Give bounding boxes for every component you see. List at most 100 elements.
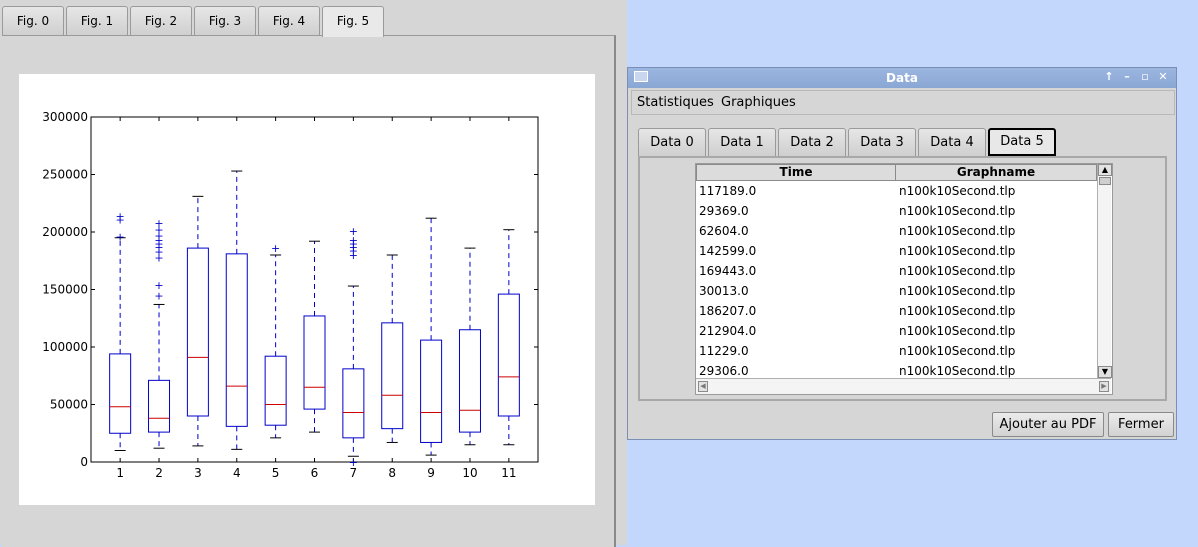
flier-point: +: [154, 241, 163, 254]
add-to-pdf-button[interactable]: Ajouter au PDF: [992, 412, 1104, 437]
y-tick-label: 0: [80, 455, 88, 469]
cell-time: 169443.0: [699, 264, 757, 278]
flier-point: +: [116, 213, 125, 226]
flier-point: +: [349, 238, 358, 251]
cell-graphname: n100k10Second.tlp: [899, 244, 1016, 258]
cell-time: 62604.0: [699, 224, 749, 238]
flier-point: +: [349, 249, 358, 262]
cell-time: 117189.0: [699, 184, 757, 198]
dialog-titlebar[interactable]: Data ↑ – ▫ ✕: [628, 68, 1176, 88]
scrollbar-thumb[interactable]: [1099, 177, 1111, 185]
scroll-left-icon[interactable]: ◀: [698, 381, 708, 392]
cell-time: 29306.0: [699, 364, 749, 378]
x-tick-label: 10: [462, 466, 477, 480]
column-header-time[interactable]: Time: [696, 164, 896, 181]
tab-data-4[interactable]: Data 4: [918, 128, 986, 156]
menu-statistiques[interactable]: Statistiques: [637, 95, 714, 110]
box: [303, 315, 326, 410]
y-tick-label: 150000: [42, 283, 88, 297]
table-row[interactable]: 62604.0 n100k10Second.tlp: [696, 221, 1097, 241]
tab-fig-5[interactable]: Fig. 5: [322, 6, 384, 37]
table-row[interactable]: 212904.0 n100k10Second.tlp: [696, 321, 1097, 341]
window-menu-icon[interactable]: [634, 71, 648, 82]
flier-point: +: [349, 225, 358, 238]
box: [109, 353, 132, 434]
tab-data-0[interactable]: Data 0: [638, 128, 706, 156]
cell-time: 212904.0: [699, 324, 757, 338]
close-button[interactable]: Fermer: [1108, 412, 1174, 437]
boxplot-chart: 0 50000 100000 150000 200000 250000 300000 1 2 3 4…: [42, 110, 539, 480]
table-row[interactable]: 29369.0 n100k10Second.tlp: [696, 201, 1097, 221]
flier-point: +: [271, 242, 280, 255]
data-dialog: Data ↑ – ▫ ✕ Statistiques Graphiques Dat…: [627, 67, 1177, 440]
table-row[interactable]: 142599.0 n100k10Second.tlp: [696, 241, 1097, 261]
tab-data-1[interactable]: Data 1: [708, 128, 776, 156]
column-header-graphname[interactable]: Graphname: [895, 164, 1097, 181]
table-row[interactable]: 29306.0 n100k10Second.tlp: [696, 361, 1097, 381]
box: [148, 379, 171, 433]
table-row[interactable]: 117189.0 n100k10Second.tlp: [696, 181, 1097, 201]
flier-point: +: [154, 234, 163, 247]
tab-data-3[interactable]: Data 3: [848, 128, 916, 156]
x-tick-label: 1: [116, 466, 124, 480]
cell-graphname: n100k10Second.tlp: [899, 184, 1016, 198]
x-tick-label: 3: [194, 466, 202, 480]
table-row[interactable]: 169443.0 n100k10Second.tlp: [696, 261, 1097, 281]
tab-data-2[interactable]: Data 2: [778, 128, 846, 156]
box: [420, 339, 443, 443]
horizontal-scrollbar[interactable]: ◀ ▶: [696, 378, 1111, 394]
shade-icon[interactable]: ↑: [1104, 70, 1114, 83]
flier-point: +: [154, 217, 163, 230]
y-tick-label: 250000: [42, 168, 88, 182]
cell-time: 11229.0: [699, 344, 749, 358]
tab-fig-2[interactable]: Fig. 2: [130, 6, 192, 36]
menu-bar: Statistiques Graphiques: [631, 90, 1175, 115]
close-icon[interactable]: ✕: [1158, 70, 1168, 83]
x-tick-label: 6: [311, 466, 319, 480]
data-table: Time Graphname 117189.0 n100k10Second.tlp…: [695, 163, 1113, 395]
data-panel: Time Graphname 117189.0 n100k10Second.tlp…: [638, 156, 1167, 401]
vertical-scrollbar[interactable]: ▲ ▼: [1097, 164, 1112, 378]
scroll-down-icon[interactable]: ▼: [1098, 366, 1112, 378]
dialog-title: Data: [886, 71, 918, 85]
menu-graphiques[interactable]: Graphiques: [721, 95, 796, 110]
table-row[interactable]: 11229.0 n100k10Second.tlp: [696, 341, 1097, 361]
minimize-icon[interactable]: –: [1124, 70, 1130, 83]
figure-window: Fig. 0 Fig. 1 Fig. 2 Fig. 3 Fig. 4 Fig. …: [0, 0, 627, 547]
flier-point: +: [154, 224, 163, 237]
flier-point: +: [154, 238, 163, 251]
x-tick-label: 2: [155, 466, 163, 480]
tab-fig-1[interactable]: Fig. 1: [66, 6, 128, 36]
x-tick-label: 8: [388, 466, 396, 480]
box: [225, 253, 248, 427]
flier-point: +: [116, 231, 125, 244]
y-tick-label: 50000: [50, 398, 88, 412]
flier-point: +: [349, 241, 358, 254]
cell-graphname: n100k10Second.tlp: [899, 204, 1016, 218]
y-tick-label: 300000: [42, 110, 88, 124]
tab-fig-3[interactable]: Fig. 3: [194, 6, 256, 36]
x-tick-label: 5: [272, 466, 280, 480]
table-header: Time Graphname: [696, 164, 1097, 181]
maximize-icon[interactable]: ▫: [1141, 70, 1149, 83]
flier-point: +: [154, 289, 163, 302]
cell-graphname: n100k10Second.tlp: [899, 224, 1016, 238]
flier-point: +: [154, 279, 163, 292]
scroll-right-icon[interactable]: ▶: [1099, 381, 1109, 392]
tab-data-5[interactable]: Data 5: [988, 128, 1056, 156]
figure-canvas: 0 50000 100000 150000 200000 250000 300000 1 2 3 4…: [19, 74, 595, 505]
box: [342, 368, 365, 439]
box: [458, 329, 481, 433]
y-tick-label: 200000: [42, 225, 88, 239]
tab-fig-0[interactable]: Fig. 0: [2, 6, 64, 36]
cell-graphname: n100k10Second.tlp: [899, 304, 1016, 318]
table-row[interactable]: 186207.0 n100k10Second.tlp: [696, 301, 1097, 321]
table-row[interactable]: 30013.0 n100k10Second.tlp: [696, 281, 1097, 301]
scroll-up-icon[interactable]: ▲: [1098, 164, 1112, 176]
tab-fig-4[interactable]: Fig. 4: [258, 6, 320, 36]
x-tick-label: 4: [233, 466, 241, 480]
cell-graphname: n100k10Second.tlp: [899, 284, 1016, 298]
x-tick-label: 11: [501, 466, 516, 480]
cell-graphname: n100k10Second.tlp: [899, 264, 1016, 278]
flier-point: +: [116, 210, 125, 223]
